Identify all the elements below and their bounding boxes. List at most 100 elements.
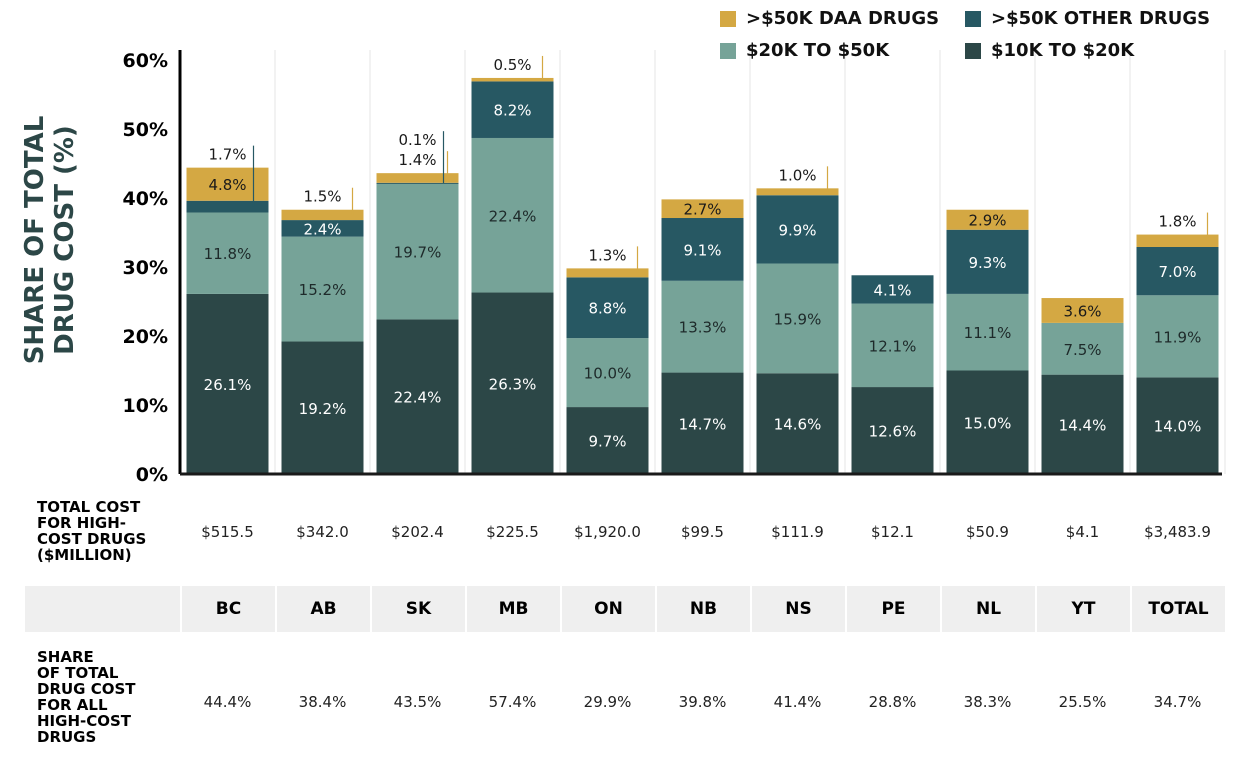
bar-value-labels: 26.1% 11.8% 4.8% 1.7% 19.2% 15.2% 2.4% 1.5% 22.4… [204, 55, 1209, 451]
share-cell: 38.3% [963, 693, 1012, 711]
y-tick-label: 40% [123, 188, 168, 210]
bar-segment [1136, 234, 1219, 247]
bar-value-label: 26.3% [489, 375, 537, 393]
bar-value-label: 12.1% [869, 337, 917, 355]
province-header-cell: NL [940, 586, 1035, 632]
legend-item: $20K TO $50K [720, 40, 889, 61]
y-axis-label: SHARE OF TOTAL DRUG COST (%) [20, 116, 80, 365]
bar-segment [376, 183, 459, 320]
y-tick-label: 50% [123, 119, 168, 141]
bar-segment [471, 81, 554, 138]
bar-segment [566, 268, 649, 278]
bar-value-label: 9.9% [778, 221, 816, 239]
bar-callout-label: 1.7% [208, 146, 246, 164]
bar-segment [281, 220, 364, 237]
bar-segment [661, 199, 744, 219]
bar-callout-label: 1.5% [303, 188, 341, 206]
bar-value-label: 14.4% [1059, 416, 1107, 434]
y-tick-label: 0% [136, 464, 168, 486]
bar-segment [376, 319, 459, 474]
total-cost-cell: $4.1 [1065, 523, 1100, 541]
bar-value-label: 4.1% [873, 281, 911, 299]
legend-swatch [965, 42, 981, 59]
legend-item: >$50K DAA DRUGS [720, 8, 939, 29]
legend-swatch [965, 10, 981, 27]
y-tick-label: 10% [123, 395, 168, 417]
bar-value-label: 2.7% [683, 201, 721, 219]
bar-value-label: 4.8% [208, 176, 246, 194]
bar-segment [281, 341, 364, 474]
bar-segment [471, 292, 554, 474]
bar-segment [946, 209, 1029, 230]
total-cost-row-label: TOTAL COST FOR HIGH- COST DRUGS ($MILLION) [37, 498, 147, 564]
total-cost-cell: $202.4 [391, 523, 444, 541]
bar-value-label: 3.6% [1063, 302, 1101, 320]
bar-segment [186, 293, 269, 474]
legend-label: >$50K OTHER DRUGS [991, 8, 1211, 29]
bar-segment [1041, 322, 1124, 375]
bar-value-label: 15.9% [774, 310, 822, 328]
share-cell: 25.5% [1058, 693, 1107, 711]
bar-callout-label: 1.8% [1158, 213, 1196, 231]
province-header-cell: BC [180, 586, 275, 632]
y-axis-label-line: SHARE OF TOTAL [20, 115, 50, 365]
legend-label: $20K TO $50K [746, 40, 890, 61]
bar-segment [851, 275, 934, 304]
bar-segment [186, 212, 269, 294]
legend-swatch [720, 42, 736, 59]
total-cost-cell: $50.9 [966, 523, 1009, 541]
bar-segment [281, 209, 364, 221]
total-cost-cell: $3,483.9 [1144, 523, 1211, 541]
total-cost-cell: $1,920.0 [574, 523, 641, 541]
bar-segment [376, 182, 459, 184]
bar-callout-label: 1.0% [778, 166, 816, 184]
bar-segment [946, 229, 1029, 294]
bar-segment [661, 372, 744, 474]
share-cell: 39.8% [678, 693, 727, 711]
bar-value-label: 15.2% [299, 281, 347, 299]
bar-callout-label: 1.4% [398, 151, 436, 169]
share-cell: 57.4% [488, 693, 537, 711]
total-cost-cell: $515.5 [201, 523, 254, 541]
bar-callout-label: 0.1% [398, 131, 436, 149]
y-tick-label: 20% [123, 326, 168, 348]
bar-segment [661, 218, 744, 281]
bar-value-label: 19.7% [394, 243, 442, 261]
bar-value-label: 2.9% [968, 212, 1006, 230]
y-tick-label: 60% [123, 50, 168, 72]
legend-label: >$50K DAA DRUGS [746, 8, 940, 29]
bar-value-label: 22.4% [489, 207, 537, 225]
province-header-cell: ON [560, 586, 655, 632]
bar-value-label: 14.6% [774, 416, 822, 434]
bar-value-label: 14.7% [679, 415, 727, 433]
bar-value-label: 2.4% [303, 220, 341, 238]
province-header-cell: YT [1035, 586, 1130, 632]
bar-segment [186, 167, 269, 201]
share-cell: 44.4% [203, 693, 252, 711]
bar-segment [1041, 298, 1124, 323]
bar-value-label: 11.8% [204, 245, 252, 263]
bar-segment [281, 236, 364, 342]
share-cell: 41.4% [773, 693, 822, 711]
stacked-bar-chart: 0% 10% 20% 30% 40% 50% 60% 26.1% 11.8% 4.8% 1.7% 1… [123, 50, 1226, 486]
bar-segment [851, 303, 934, 388]
bar-callout-label: 0.5% [493, 56, 531, 74]
bar-segment [376, 173, 459, 183]
bar-value-label: 7.5% [1063, 341, 1101, 359]
bar-segment [1136, 246, 1219, 296]
bar-segment [186, 200, 269, 213]
bar-segment [946, 293, 1029, 371]
bar-segment [756, 188, 839, 196]
bar-segment [566, 277, 649, 339]
province-header-cell: NB [655, 586, 750, 632]
province-header-band [25, 586, 1225, 632]
bar-segment [756, 195, 839, 264]
province-header-cell: SK [370, 586, 465, 632]
y-axis-label-line: DRUG COST (%) [50, 125, 80, 355]
legend-label: $10K TO $20K [991, 40, 1135, 61]
total-cost-cell: $342.0 [296, 523, 349, 541]
bar-segment [1041, 374, 1124, 474]
legend-item: >$50K OTHER DRUGS [965, 8, 1210, 29]
share-cell: 28.8% [868, 693, 917, 711]
bar-value-label: 7.0% [1158, 263, 1196, 281]
